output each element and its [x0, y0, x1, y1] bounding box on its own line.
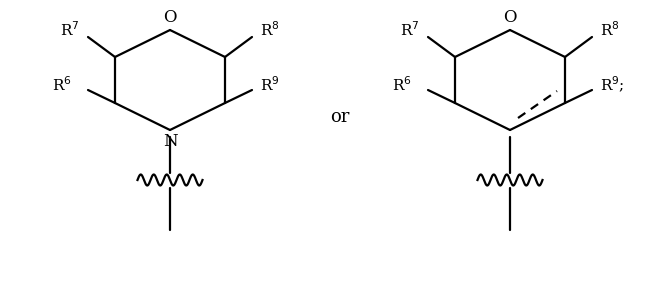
Text: R$^9$;: R$^9$;: [600, 75, 624, 95]
Text: R$^9$: R$^9$: [260, 76, 280, 94]
Text: O: O: [503, 9, 516, 25]
Text: R$^6$: R$^6$: [52, 76, 72, 94]
Text: N: N: [163, 133, 177, 150]
Text: O: O: [163, 9, 177, 25]
Text: R$^7$: R$^7$: [60, 21, 80, 39]
Text: R$^8$: R$^8$: [600, 21, 619, 39]
Text: or: or: [330, 108, 350, 126]
Text: R$^8$: R$^8$: [260, 21, 280, 39]
Text: R$^7$: R$^7$: [401, 21, 420, 39]
Text: R$^6$: R$^6$: [392, 76, 412, 94]
